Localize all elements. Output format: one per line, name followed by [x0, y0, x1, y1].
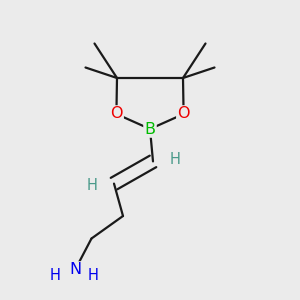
Text: B: B [145, 122, 155, 136]
Text: O: O [110, 106, 123, 122]
Text: H: H [88, 268, 98, 283]
Text: H: H [169, 152, 180, 167]
Text: O: O [177, 106, 190, 122]
Text: H: H [87, 178, 98, 193]
Text: H: H [49, 268, 60, 283]
Text: N: N [69, 262, 81, 278]
